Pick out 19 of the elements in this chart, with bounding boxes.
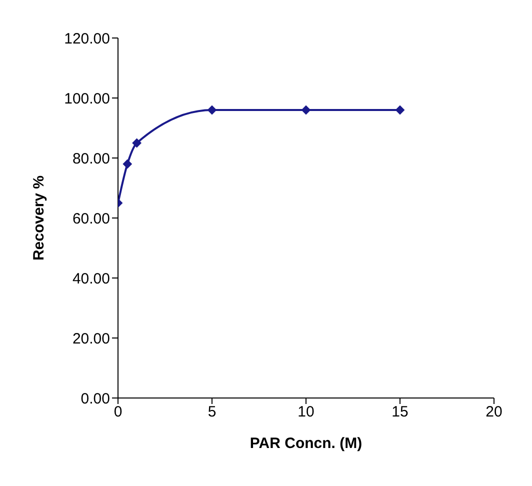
y-tick-label: 80.00 xyxy=(72,150,110,168)
x-axis-title: PAR Concn. (M) xyxy=(250,435,362,452)
point xyxy=(208,106,216,114)
x-tick-label: 15 xyxy=(392,404,408,421)
y-tick-label: 40.00 xyxy=(72,270,110,288)
point xyxy=(396,106,404,114)
y-tick-label: 0.00 xyxy=(80,390,110,408)
point xyxy=(132,138,142,148)
x-tick-label: 20 xyxy=(486,404,502,421)
y-axis-title: Recovery % xyxy=(30,175,48,261)
y-tick-label: 60.00 xyxy=(72,210,110,228)
x-tick-label: 5 xyxy=(208,404,216,421)
y-tick-label: 120.00 xyxy=(64,30,110,48)
y-tick-label: 100.00 xyxy=(64,90,110,108)
x-tick-label: 0 xyxy=(114,404,122,421)
point xyxy=(302,106,310,114)
x-tick-label: 10 xyxy=(298,404,314,421)
y-tick-label: 20.00 xyxy=(72,330,110,348)
point xyxy=(122,160,132,168)
